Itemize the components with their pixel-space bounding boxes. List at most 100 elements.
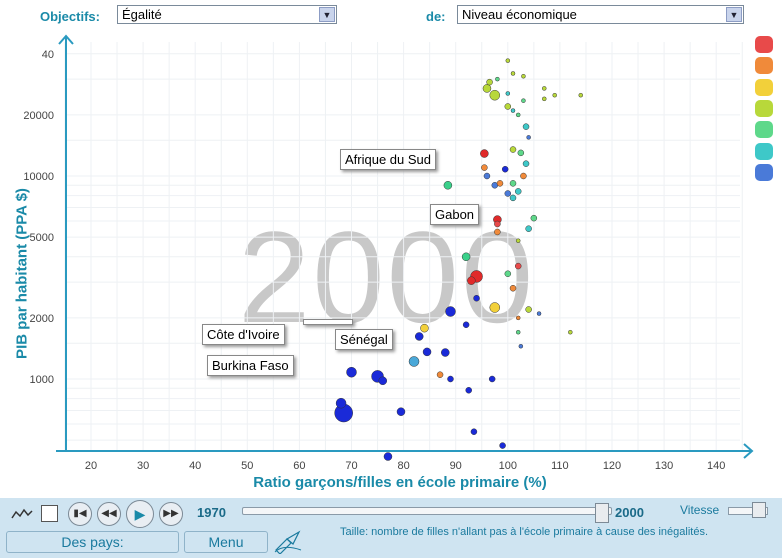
- data-point: [514, 262, 522, 270]
- data-point: [396, 407, 406, 416]
- data-point: [488, 375, 496, 383]
- data-point: [517, 149, 525, 157]
- data-point: [378, 376, 388, 386]
- data-point: [494, 228, 501, 236]
- data-point: [420, 323, 429, 333]
- data-point: [518, 343, 524, 349]
- trail-icon[interactable]: [10, 506, 36, 522]
- data-point: [509, 180, 517, 187]
- legend-swatch[interactable]: [755, 163, 773, 181]
- data-point: [495, 76, 500, 82]
- size-note: Taille: nombre de filles n'allant pas à …: [340, 526, 709, 538]
- menu-button[interactable]: Menu: [184, 531, 268, 553]
- data-point: [552, 92, 557, 98]
- x-tick-label: 50: [241, 460, 253, 472]
- speed-slider-track[interactable]: [728, 507, 768, 515]
- callout-gabon[interactable]: Gabon: [430, 204, 480, 225]
- legend-swatch[interactable]: [755, 99, 773, 117]
- callout-afrique-du-sud[interactable]: Afrique du Sud: [340, 149, 437, 170]
- data-point: [515, 329, 521, 335]
- data-point: [522, 123, 530, 130]
- data-point: [465, 387, 472, 394]
- de-select[interactable]: Niveau économique ▼: [457, 5, 744, 24]
- data-point: [515, 238, 521, 243]
- y-tick-label: 2000: [30, 313, 54, 325]
- legend-swatch[interactable]: [755, 142, 773, 160]
- chevron-down-icon[interactable]: ▼: [319, 7, 335, 22]
- data-point: [494, 220, 501, 228]
- data-point: [467, 276, 476, 285]
- data-point: [462, 321, 470, 329]
- legend-swatch[interactable]: [755, 36, 773, 53]
- data-point: [521, 98, 526, 103]
- y-tick-label: 20000: [23, 110, 54, 122]
- data-point: [441, 348, 450, 357]
- chevron-down-icon[interactable]: ▼: [726, 7, 742, 22]
- data-point: [521, 74, 526, 79]
- callout-cote-d-ivoire[interactable]: Côte d'Ivoire: [202, 324, 285, 345]
- de-value: Niveau économique: [462, 7, 577, 22]
- callout-senegal[interactable]: Sénégal: [335, 329, 393, 350]
- data-point: [346, 366, 357, 378]
- data-point: [515, 112, 521, 118]
- data-point: [536, 311, 542, 316]
- x-axis-arrow: [743, 443, 754, 459]
- data-point: [501, 165, 509, 173]
- fast-forward-icon[interactable]: ▶▶: [159, 502, 183, 526]
- legend-swatch[interactable]: [755, 78, 773, 96]
- data-point: [422, 347, 432, 357]
- scatter-plot[interactable]: 20 30 40 50 60 70 80 90 100 110 120 130 140 1000 2000 5…: [0, 32, 782, 498]
- data-point: [504, 270, 512, 277]
- y-axis-arrow: [58, 34, 74, 45]
- data-point: [470, 428, 478, 435]
- data-point: [335, 397, 347, 409]
- callout-burkina-faso[interactable]: Burkina Faso: [207, 355, 294, 376]
- data-point: [473, 294, 480, 302]
- data-point: [445, 306, 456, 317]
- objectifs-select[interactable]: Égalité ▼: [117, 5, 337, 24]
- x-tick-label: 40: [189, 460, 201, 472]
- data-point: [504, 190, 512, 197]
- data-point: [525, 225, 532, 232]
- year-watermark: 2000: [238, 204, 536, 350]
- pen-icon[interactable]: [273, 530, 305, 554]
- data-point: [520, 172, 527, 180]
- data-point: [514, 188, 522, 195]
- callout-hidden: [303, 319, 353, 325]
- y-tick-label: 10000: [23, 171, 54, 183]
- data-point: [509, 146, 517, 153]
- data-point: [510, 108, 516, 113]
- x-tick-label: 120: [603, 460, 621, 472]
- countries-button[interactable]: Des pays:: [6, 531, 179, 553]
- data-point: [509, 284, 517, 292]
- play-icon[interactable]: ▶: [126, 500, 154, 528]
- trail-checkbox[interactable]: [41, 505, 58, 522]
- data-point: [482, 84, 492, 93]
- objectifs-value: Égalité: [122, 7, 162, 22]
- speed-label: Vitesse: [680, 503, 720, 517]
- x-tick-label: 140: [707, 460, 725, 472]
- data-point: [504, 103, 512, 110]
- data-point: [408, 356, 420, 367]
- data-point: [486, 78, 493, 86]
- legend-swatch[interactable]: [755, 121, 773, 139]
- x-tick-label: 60: [293, 460, 305, 472]
- data-point: [505, 91, 511, 96]
- data-point: [526, 135, 531, 140]
- data-point: [481, 164, 488, 171]
- data-point: [530, 214, 538, 222]
- first-frame-icon[interactable]: ▮◀: [68, 502, 92, 526]
- speed-slider-thumb[interactable]: [752, 502, 766, 518]
- data-point: [542, 86, 547, 91]
- data-point: [525, 306, 532, 313]
- chart-area: 2000 20 30 40 50 60 70 80 90 100 110 120 130 140 1000…: [0, 32, 782, 498]
- year-slider-track[interactable]: [242, 507, 612, 515]
- x-tick-label: 70: [345, 460, 357, 472]
- data-point: [489, 89, 501, 101]
- data-point: [414, 332, 424, 341]
- y-tick-label: 5000: [30, 232, 54, 244]
- end-year: 2000: [615, 505, 644, 520]
- year-slider-thumb[interactable]: [595, 503, 609, 523]
- rewind-icon[interactable]: ◀◀: [97, 502, 121, 526]
- legend-swatch[interactable]: [755, 57, 773, 75]
